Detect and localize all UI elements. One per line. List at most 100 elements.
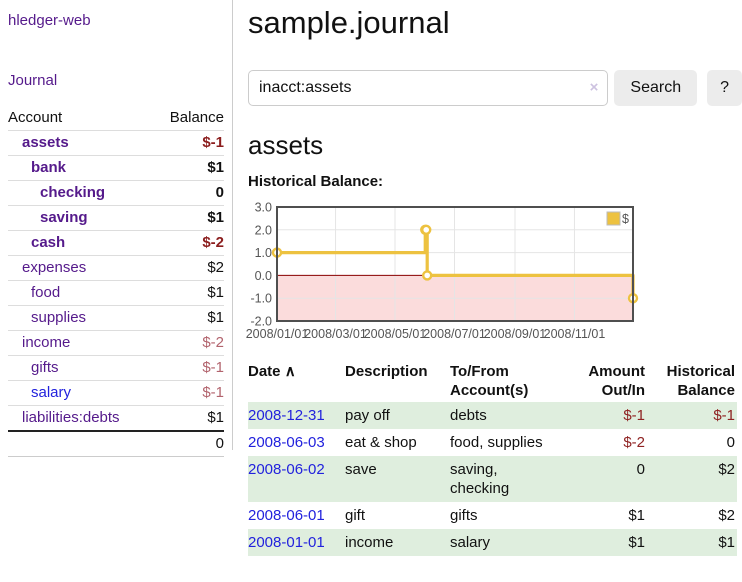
account-balance: $-1: [153, 355, 224, 381]
clear-search-icon[interactable]: ×: [589, 79, 599, 96]
account-row: gifts $-1: [8, 355, 224, 381]
account-row: checking 0: [8, 180, 224, 206]
transaction-row: 2008-06-03 eat & shop food, supplies $-2 0: [248, 429, 737, 456]
svg-text:2008/09/01: 2008/09/01: [484, 327, 547, 341]
sidebar-account-link-food[interactable]: food: [31, 284, 61, 301]
sidebar-item-journal[interactable]: Journal: [8, 72, 58, 89]
transaction-description: gift: [345, 507, 366, 524]
account-name-cell: expenses: [8, 255, 154, 281]
sidebar-account-link-cash[interactable]: cash: [31, 234, 66, 251]
transaction-amount: $-2: [623, 434, 645, 451]
transaction-date-link[interactable]: 2008-12-31: [248, 407, 325, 424]
sidebar: hledger-web Journal Account Balance asse…: [0, 0, 232, 457]
svg-text:2008/05/01: 2008/05/01: [364, 327, 427, 341]
sidebar-account-link-gifts[interactable]: gifts: [31, 359, 59, 376]
account-balance: $2: [153, 255, 224, 281]
svg-text:$: $: [622, 212, 629, 226]
svg-text:3.0: 3.0: [255, 201, 272, 215]
transaction-accounts: debts: [450, 407, 487, 424]
transaction-balance: $2: [718, 461, 735, 478]
transaction-amount: 0: [636, 461, 645, 478]
sidebar-divider: [232, 0, 233, 450]
sidebar-account-link-income[interactable]: income: [22, 334, 71, 351]
account-name-cell: checking: [8, 180, 154, 206]
account-balance: $1: [153, 155, 224, 181]
account-row: salary $-1: [8, 380, 224, 406]
page-title: sample.journal: [248, 5, 450, 40]
sidebar-account-link-assets[interactable]: assets: [22, 134, 69, 151]
transaction-row: 2008-01-01 income salary $1 $1: [248, 529, 737, 556]
svg-text:2008/07/01: 2008/07/01: [423, 327, 486, 341]
register-header-description: Description: [345, 363, 428, 380]
transaction-row: 2008-06-02 save saving, checking 0 $2: [248, 456, 737, 502]
register-header-amount: Amount Out/In: [588, 363, 645, 399]
account-name-cell: income: [8, 330, 154, 356]
main-content: sample.journal × Search ? assets Histori…: [246, 0, 742, 556]
account-row: assets $-1: [8, 130, 224, 156]
account-heading: assets: [248, 130, 324, 160]
sidebar-account-link-saving[interactable]: saving: [40, 209, 88, 226]
account-row: cash $-2: [8, 230, 224, 256]
chart-canvas: 3.0 2.0 1.0 0.0 -1.0 -2.02008/01/012008/03/01…: [246, 201, 639, 341]
register-header-balance: Historical Balance: [666, 363, 735, 399]
sidebar-account-link-salary[interactable]: salary: [31, 384, 72, 401]
sidebar-account-link-liabilities-debts[interactable]: liabilities:debts: [22, 409, 120, 426]
transaction-date-link[interactable]: 2008-06-02: [248, 461, 325, 478]
search-button[interactable]: Search: [614, 70, 698, 106]
brand-link[interactable]: hledger-web: [8, 12, 91, 29]
accounts-table-header: Account Balance: [8, 106, 224, 131]
account-balance: $1: [153, 205, 224, 231]
accounts-header-balance: Balance: [153, 106, 224, 131]
accounts-table: Account Balance assets $-1 bank $1 checking 0…: [8, 106, 224, 457]
svg-text:2008/11/01: 2008/11/01: [544, 327, 606, 341]
transaction-date: 2008-06-02: [248, 456, 345, 502]
account-name-cell: saving: [8, 205, 154, 231]
account-balance: 0: [153, 180, 224, 206]
transaction-description: income: [345, 534, 394, 551]
account-balance: $1: [153, 305, 224, 331]
account-row: supplies $1: [8, 305, 224, 331]
search-form: × Search ?: [248, 70, 742, 106]
transaction-date-link[interactable]: 2008-06-01: [248, 507, 325, 524]
account-balance: $-2: [153, 230, 224, 256]
transaction-description: eat & shop: [345, 434, 417, 451]
accounts-total-value: 0: [153, 430, 224, 457]
account-row: saving $1: [8, 205, 224, 231]
account-balance: $-1: [153, 380, 224, 406]
transaction-date: 2008-06-03: [248, 429, 345, 456]
transaction-row: 2008-06-01 gift gifts $1 $2: [248, 502, 737, 529]
sidebar-account-link-expenses[interactable]: expenses: [22, 259, 87, 276]
account-row: liabilities:debts $1: [8, 405, 224, 432]
register-table: Date ∧ Description To/From Account(s) Am…: [248, 360, 737, 556]
register-header-accounts: To/From Account(s): [450, 363, 529, 399]
transaction-accounts: food, supplies: [450, 434, 543, 451]
account-row: income $-2: [8, 330, 224, 356]
account-name-cell: gifts: [8, 355, 154, 381]
search-input[interactable]: [248, 70, 609, 106]
sort-asc-icon: ∧: [284, 363, 296, 380]
account-name-cell: salary: [8, 380, 154, 406]
transaction-date-link[interactable]: 2008-06-03: [248, 434, 325, 451]
brand: hledger-web: [8, 12, 224, 30]
sidebar-account-link-bank[interactable]: bank: [31, 159, 67, 176]
sidebar-account-link-supplies[interactable]: supplies: [31, 309, 87, 326]
account-row: bank $1: [8, 155, 224, 181]
account-balance: $1: [153, 405, 224, 432]
sidebar-account-link-checking[interactable]: checking: [40, 184, 106, 201]
historical-balance-chart: 3.0 2.0 1.0 0.0 -1.0 -2.0 2008/01/01 2008/03/01…: [246, 199, 742, 347]
accounts-total-row: 0: [8, 430, 224, 457]
register-header-row: Date ∧ Description To/From Account(s) Am…: [248, 360, 737, 402]
account-row: food $1: [8, 280, 224, 306]
help-button[interactable]: ?: [707, 70, 742, 106]
accounts-header-account: Account: [8, 106, 154, 131]
svg-text:1.0: 1.0: [255, 246, 272, 260]
svg-text:2008/03/01: 2008/03/01: [304, 327, 367, 341]
account-balance: $1: [153, 280, 224, 306]
register-header-date[interactable]: Date ∧: [248, 360, 345, 402]
svg-text:2.0: 2.0: [255, 223, 272, 237]
chart-heading: Historical Balance:: [248, 173, 384, 190]
svg-text:2008/01/01: 2008/01/01: [246, 327, 309, 341]
transaction-date-link[interactable]: 2008-01-01: [248, 534, 325, 551]
svg-text:0.0: 0.0: [255, 269, 272, 283]
transaction-accounts: salary: [450, 534, 491, 551]
